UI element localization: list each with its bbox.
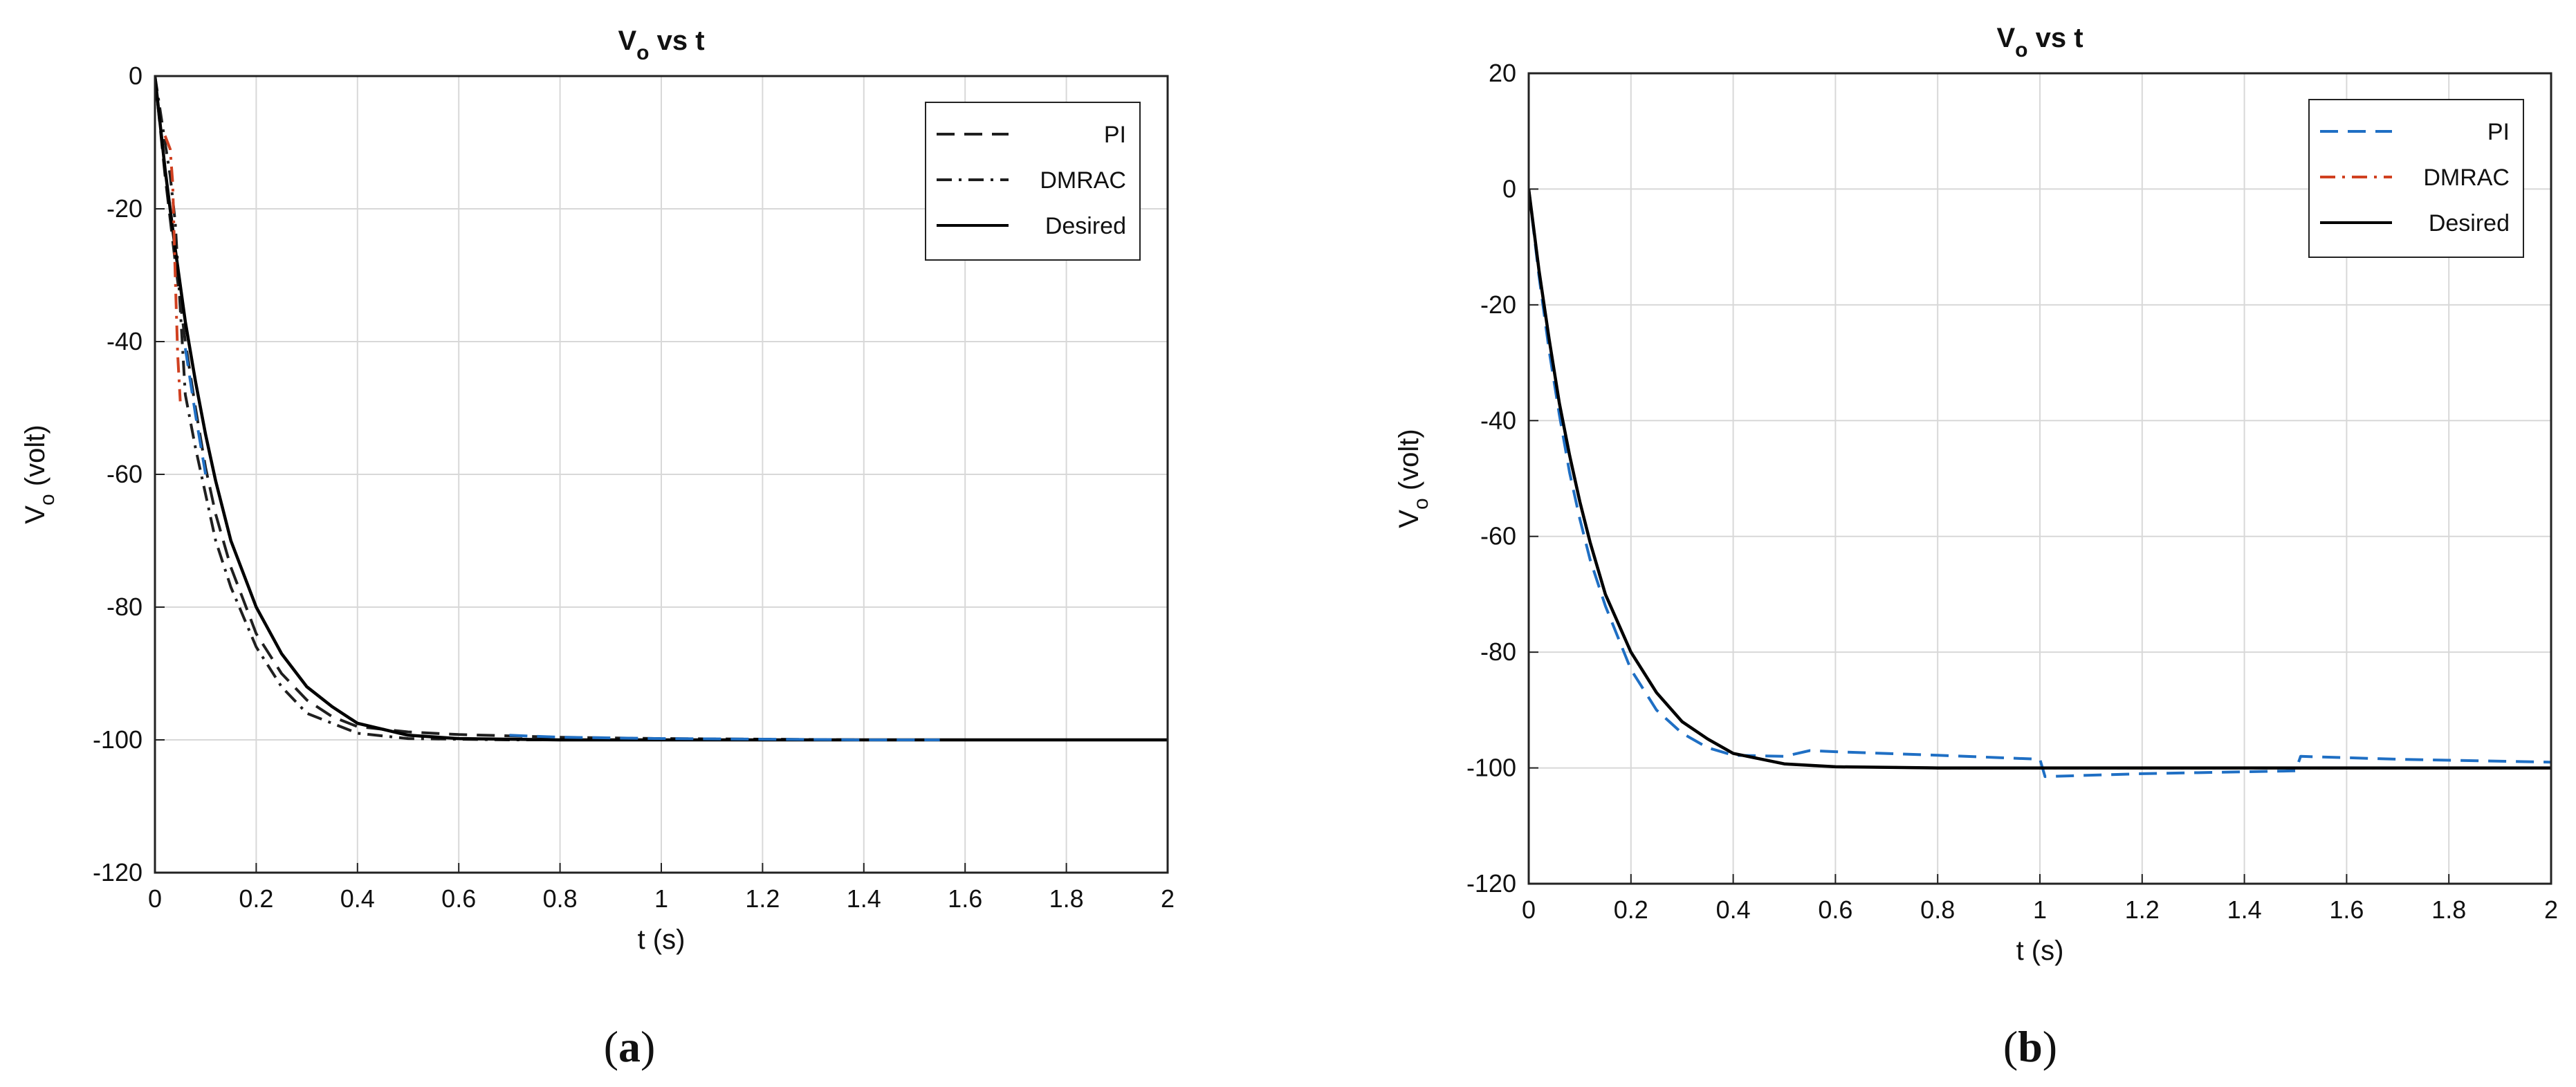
x-tick-label: 0.2 [1614, 895, 1648, 924]
x-tick-label: 1.4 [2227, 895, 2262, 924]
legend-label-pi: PI [2487, 119, 2510, 145]
x-tick-label: 0 [148, 884, 162, 913]
legend: PI DMRAC Desired [2308, 99, 2524, 258]
legend-label-desired: Desired [1045, 213, 1126, 239]
y-tick-label: 20 [1489, 59, 1516, 87]
series-line-dmrac [155, 76, 1168, 741]
x-tick-label: 0.4 [1716, 895, 1751, 924]
chart-a: 0 0.2 0.4 0.6 0.8 1 1.2 1.4 1.6 1.8 2 0 -20 -40 -60 -80… [20, 26, 1175, 1071]
x-tick-label: 0.6 [1818, 895, 1852, 924]
x-tick-label: 1.6 [2329, 895, 2364, 924]
axes-frame [1527, 72, 2552, 885]
series-overlay-line [509, 734, 940, 741]
series-overlay-line [163, 135, 182, 402]
y-axis-label: Vo (volt) [1394, 429, 1433, 528]
y-tick-label: -20 [107, 194, 142, 223]
panel-caption: (a) [604, 1022, 656, 1071]
series-line-desired [155, 76, 1168, 742]
x-tick-label: 0.4 [340, 884, 375, 913]
x-axis-label: t (s) [2016, 936, 2064, 966]
y-tick-label: -20 [1480, 290, 1516, 319]
x-tick-label: 0.8 [543, 884, 578, 913]
y-tick-label: -120 [93, 858, 142, 886]
y-tick-label: 0 [129, 62, 142, 90]
legend-label-pi: PI [1104, 122, 1126, 148]
panel-caption: (b) [2003, 1022, 2057, 1071]
y-tick-label: -120 [1466, 869, 1516, 898]
series-overlay-line [183, 348, 208, 475]
y-tick-label: -80 [107, 593, 142, 621]
plot-area [155, 76, 1168, 742]
y-tick-label: 0 [1502, 174, 1516, 203]
chart-title: Vo vs t [618, 26, 704, 64]
x-tick-label: 1.4 [847, 884, 881, 913]
x-tick-label: 1.2 [745, 884, 780, 913]
y-tick-label: -80 [1480, 638, 1516, 666]
legend-label-desired: Desired [2429, 210, 2510, 236]
x-tick-label: 1.2 [2125, 895, 2160, 924]
chart-title: Vo vs t [1996, 23, 2083, 62]
x-tick-label: 1.8 [1049, 884, 1084, 913]
series-line-desired [1529, 189, 2551, 770]
x-tick-label: 1.6 [948, 884, 982, 913]
x-tick-label: 1 [2033, 895, 2047, 924]
y-axis-label: Vo (volt) [20, 425, 59, 523]
legend-label-dmrac: DMRAC [1040, 167, 1126, 194]
y-tick-label: -60 [1480, 522, 1516, 550]
legend: PI DMRAC Desired [925, 102, 1141, 261]
legend-label-dmrac: DMRAC [2423, 165, 2510, 191]
chart-b: 0 0.2 0.4 0.6 0.8 1 1.2 1.4 1.6 1.8 2 20 0 -20 -40 -60 -… [1394, 23, 2558, 1071]
y-tick-label: -60 [107, 460, 142, 488]
y-tick-label: -40 [107, 327, 142, 355]
axes-frame [154, 75, 1169, 874]
x-tick-label: 2 [1161, 884, 1175, 913]
x-tick-label: 0.6 [441, 884, 476, 913]
x-tick-label: 0 [1522, 895, 1536, 924]
x-tick-label: 1.8 [2431, 895, 2466, 924]
x-tick-label: 2 [2544, 895, 2558, 924]
x-tick-label: 1 [654, 884, 668, 913]
y-tick-label: -100 [1466, 754, 1516, 782]
x-tick-label: 0.2 [239, 884, 273, 913]
y-tick-label: -100 [93, 725, 142, 754]
y-tick-label: -40 [1480, 406, 1516, 434]
series-line-pi [1529, 189, 2551, 779]
plot-area [1529, 189, 2551, 779]
x-tick-label: 0.8 [1920, 895, 1955, 924]
x-axis-label: t (s) [638, 925, 686, 955]
